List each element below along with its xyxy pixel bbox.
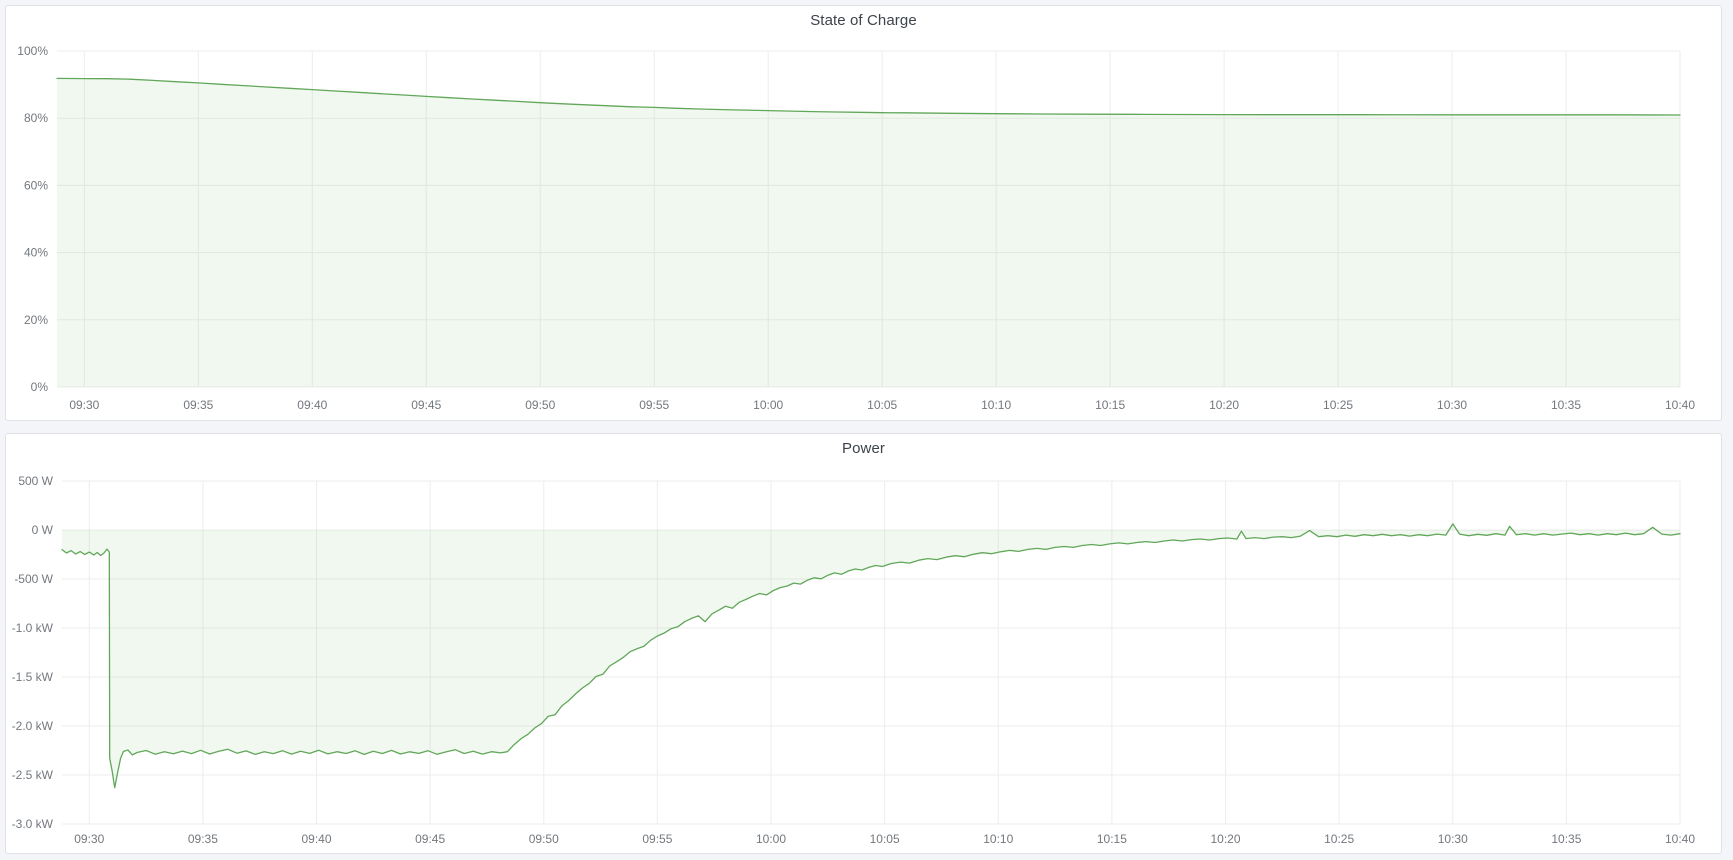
y-tick-label: 0% (31, 380, 49, 394)
x-tick-label: 10:10 (983, 832, 1013, 846)
panel-title-state-of-charge[interactable]: State of Charge (810, 12, 917, 29)
series-line (56, 77, 1681, 116)
y-tick-label: 500 W (18, 474, 53, 488)
x-tick-label: 10:15 (1095, 398, 1125, 412)
state-of-charge-chart[interactable]: 100% 80% 60% 40% 20% 0% 09:30 09:35 09:40 09:45 09… (6, 6, 1721, 420)
x-tick-label: 10:00 (753, 398, 783, 412)
x-tick-label: 10:20 (1210, 832, 1240, 846)
x-tick-label: 09:55 (639, 398, 669, 412)
x-tick-label: 09:35 (183, 398, 213, 412)
x-tick-label: 09:30 (74, 832, 104, 846)
y-tick-label: 0 W (32, 523, 54, 537)
panel-power: Power 500 W 0 W -500 W -1.0 kW -1.5 kW -2.0 k… (5, 433, 1722, 854)
x-tick-label: 10:25 (1324, 832, 1354, 846)
y-tick-label: 40% (24, 246, 48, 260)
x-tick-label: 09:35 (188, 832, 218, 846)
x-tick-label: 10:40 (1665, 398, 1695, 412)
panel-title-power[interactable]: Power (841, 440, 886, 457)
x-tick-label: 10:25 (1323, 398, 1353, 412)
x-tick-label: 09:55 (642, 832, 672, 846)
y-tick-label: 20% (24, 313, 48, 327)
x-tick-label: 09:50 (529, 832, 559, 846)
x-tick-label: 10:30 (1437, 398, 1467, 412)
x-tick-label: 10:35 (1551, 398, 1581, 412)
y-tick-label: -500 W (14, 572, 53, 586)
y-tick-label: -2.5 kW (12, 768, 54, 782)
x-tick-label: 10:15 (1097, 832, 1127, 846)
power-chart[interactable]: 500 W 0 W -500 W -1.0 kW -1.5 kW -2.0 kW -2.5 … (6, 434, 1721, 853)
y-tick-label: 80% (24, 111, 48, 125)
x-tick-label: 09:45 (415, 832, 445, 846)
x-tick-label: 10:05 (870, 832, 900, 846)
series-line (61, 523, 1681, 789)
x-tick-label: 10:35 (1551, 832, 1581, 846)
x-tick-label: 10:30 (1438, 832, 1468, 846)
x-tick-label: 09:50 (525, 398, 555, 412)
y-tick-label: 100% (17, 44, 48, 58)
series-area-fill (62, 523, 1680, 788)
series-area-fill (57, 78, 1680, 388)
panel-state-of-charge: State of Charge 100% 80% 60% 40% 20% 0% 09:30 0… (5, 5, 1722, 421)
y-tick-label: 60% (24, 178, 48, 192)
x-tick-label: 09:30 (69, 398, 99, 412)
x-tick-label: 09:40 (297, 398, 327, 412)
y-tick-label: -2.0 kW (12, 719, 54, 733)
x-tick-label: 10:05 (867, 398, 897, 412)
x-tick-label: 09:40 (302, 832, 332, 846)
y-tick-label: -3.0 kW (12, 817, 54, 831)
x-tick-label: 10:00 (756, 832, 786, 846)
x-tick-label: 09:45 (411, 398, 441, 412)
x-tick-label: 10:20 (1209, 398, 1239, 412)
y-tick-label: -1.0 kW (12, 621, 54, 635)
x-tick-label: 10:10 (981, 398, 1011, 412)
y-tick-label: -1.5 kW (12, 670, 54, 684)
x-tick-label: 10:40 (1665, 832, 1695, 846)
